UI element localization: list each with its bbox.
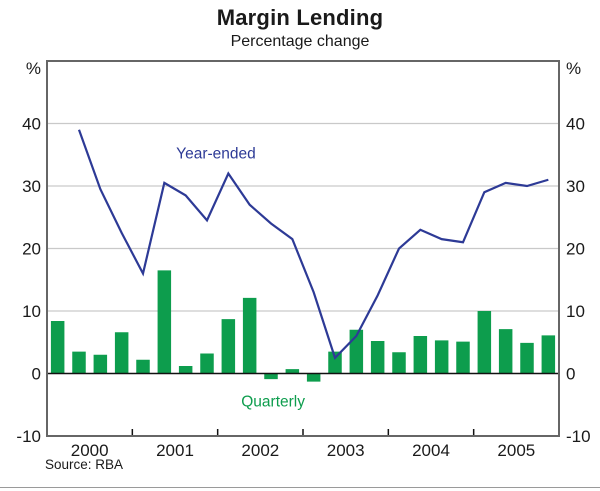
unit-label-left: % <box>26 59 41 78</box>
quarterly-bar <box>328 351 342 374</box>
quarterly-bar <box>306 373 321 382</box>
quarterly-bar <box>93 354 108 374</box>
quarterly-bar <box>285 369 300 374</box>
y-axis-label-right: 20 <box>566 240 585 259</box>
year-ended-line <box>77 129 549 360</box>
y-axis-label-left: 40 <box>22 115 41 134</box>
quarterly-bar <box>178 366 193 374</box>
y-axis-label-left: 10 <box>22 302 41 321</box>
y-axis-label-left: 20 <box>22 240 41 259</box>
quarterly-bar <box>221 319 236 374</box>
quarterly-bar <box>541 335 556 374</box>
chart-title: Margin Lending <box>216 5 384 30</box>
quarterly-bar <box>413 336 428 374</box>
y-axis-label-right: 10 <box>566 302 585 321</box>
quarterly-bar <box>157 270 172 374</box>
quarterly-bar <box>370 341 385 374</box>
y-axis-label-right: 0 <box>566 365 575 384</box>
y-axis-label-right: 40 <box>566 115 585 134</box>
y-axis-label-left: 0 <box>32 365 41 384</box>
y-axis-label-left: -10 <box>16 427 41 446</box>
quarterly-bar <box>520 342 534 374</box>
quarterly-bar <box>392 352 406 374</box>
quarterly-bar <box>498 329 513 374</box>
x-axis-year-label: 2003 <box>327 441 365 460</box>
plot-border <box>46 60 560 437</box>
year-ended-series-label: Year-ended <box>176 145 256 162</box>
quarterly-bar <box>456 341 470 374</box>
unit-label-right: % <box>566 59 581 78</box>
source-note: Source: RBA <box>45 457 124 472</box>
y-axis-label-right: -10 <box>566 427 591 446</box>
x-axis-year-label: 2004 <box>412 441 450 460</box>
quarterly-bar <box>50 321 65 374</box>
quarterly-bar <box>477 311 492 374</box>
x-axis-year-label: 2000 <box>71 441 109 460</box>
y-axis-label-right: 30 <box>566 177 585 196</box>
quarterly-series-label: Quarterly <box>241 394 305 411</box>
bottom-rule <box>0 487 600 488</box>
chart-subtitle: Percentage change <box>230 33 370 50</box>
quarterly-bar <box>264 373 278 380</box>
y-axis-label-left: 30 <box>22 177 41 196</box>
quarterly-bar <box>200 353 214 374</box>
x-axis-year-label: 2005 <box>497 441 535 460</box>
quarterly-bar <box>434 340 449 374</box>
quarterly-bar <box>136 359 150 374</box>
x-axis-year-label: 2001 <box>156 441 194 460</box>
quarterly-bar <box>242 297 257 374</box>
quarterly-bar <box>72 351 86 374</box>
quarterly-bar <box>114 332 129 374</box>
x-axis-year-label: 2002 <box>241 441 279 460</box>
